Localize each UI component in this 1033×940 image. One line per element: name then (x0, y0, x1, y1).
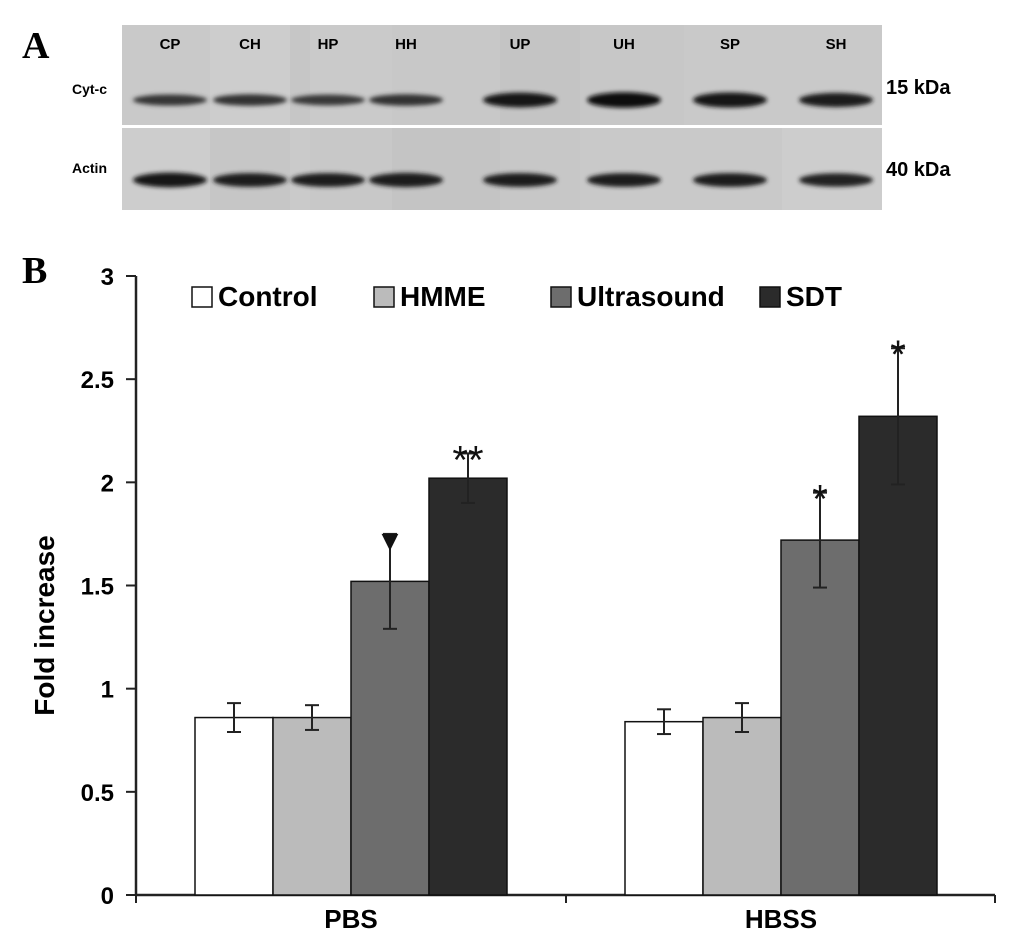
y-tick-label: 3 (101, 264, 114, 291)
blot-band (693, 92, 767, 108)
blot-background (392, 25, 500, 125)
blot-band (587, 92, 661, 108)
blot-row-label: Actin (72, 160, 107, 176)
significance-marker: * (812, 478, 828, 522)
legend-label: Control (218, 281, 318, 312)
lane-label: CH (239, 36, 261, 53)
y-tick-label: 0 (101, 883, 114, 910)
blot-band (799, 173, 873, 187)
significance-marker: ** (452, 438, 483, 482)
lane-label: CP (160, 36, 181, 53)
y-tick-label: 0.5 (81, 780, 114, 807)
bar (428, 477, 508, 896)
legend-label: Ultrasound (577, 281, 725, 312)
blot-background (122, 128, 210, 210)
lane-label: UP (510, 36, 531, 53)
blot-band (369, 172, 443, 188)
y-tick-label: 1 (101, 677, 114, 704)
blot-background (290, 128, 310, 210)
molecular-weight-label: 40 kDa (886, 159, 951, 181)
bar (702, 716, 782, 896)
blot-band (291, 94, 365, 106)
blot-band (369, 94, 443, 106)
bar (194, 716, 274, 896)
blot-background (684, 128, 782, 210)
legend-swatch (550, 286, 572, 308)
lane-label: HH (395, 36, 417, 53)
blot-background (290, 25, 310, 125)
bar (624, 720, 704, 896)
legend-swatch (373, 286, 395, 308)
panel-b-letter: B (22, 250, 47, 292)
bar (780, 539, 860, 896)
blot-band (133, 172, 207, 188)
bar (272, 716, 352, 896)
blot-band (483, 92, 557, 108)
western-blot: CP CH HP HH UP UH SP SH Cyt-c 15 kDa Actin 40 kDa (72, 25, 951, 210)
lane-label: HP (318, 36, 339, 53)
y-tick-label: 2.5 (81, 367, 114, 394)
blot-band (799, 92, 873, 108)
blot-background (310, 128, 392, 210)
blot-background (210, 128, 290, 210)
y-axis-label: Fold increase (29, 535, 60, 716)
blot-background (580, 128, 684, 210)
molecular-weight-label: 15 kDa (886, 77, 951, 99)
blot-row-label: Cyt-c (72, 81, 107, 97)
lane-label: SP (720, 36, 740, 53)
legend-swatch (759, 286, 781, 308)
lane-label: UH (613, 36, 635, 53)
bar (858, 415, 938, 896)
blot-band (587, 173, 661, 187)
lane-label: SH (826, 36, 847, 53)
blot-band (213, 94, 287, 106)
category-label: PBS (324, 904, 377, 934)
blot-background (782, 25, 882, 125)
y-tick-label: 1.5 (81, 574, 114, 601)
y-tick-label: 2 (101, 470, 114, 497)
blot-background (122, 25, 210, 125)
legend-label: HMME (400, 281, 486, 312)
blot-band (291, 173, 365, 187)
blot-background (310, 25, 392, 125)
blot-background (500, 25, 580, 125)
blot-background (210, 25, 290, 125)
panel-a-letter: A (22, 25, 50, 67)
blot-background (580, 25, 684, 125)
category-label: HBSS (745, 904, 817, 934)
blot-background (392, 128, 500, 210)
blot-background (500, 128, 580, 210)
blot-band (693, 173, 767, 187)
blot-band (483, 173, 557, 187)
blot-background (782, 128, 882, 210)
legend-swatch (191, 286, 213, 308)
legend-label: SDT (786, 281, 842, 312)
blot-band (133, 94, 207, 106)
significance-marker: * (890, 333, 906, 377)
blot-background (684, 25, 782, 125)
significance-marker: ▼ (382, 529, 399, 554)
blot-band (213, 173, 287, 187)
